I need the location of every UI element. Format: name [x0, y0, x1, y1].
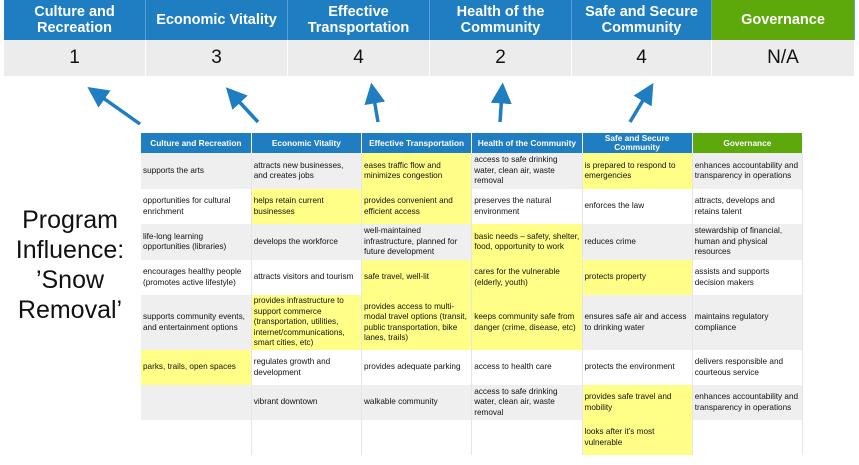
header-health: Health of the Community [430, 0, 572, 40]
table-cell: maintains regulatory compliance [692, 295, 804, 350]
header-economic: Economic Vitality [146, 0, 288, 40]
table-row: supports the arts attracts new businesses… [141, 153, 804, 189]
header-transportation: Effective Transportation [288, 0, 430, 40]
table-cell: reduces crime [582, 224, 693, 260]
table-cell: provides convenient and efficient access [361, 189, 473, 224]
table-cell: helps retain current businesses [251, 189, 363, 224]
table-cell: safe travel, well-lit [361, 260, 473, 295]
table-cell: attracts, develops and retains talent [692, 189, 804, 224]
table-cell: eases traffic flow and minimizes congest… [361, 153, 473, 189]
score-culture: 1 [4, 40, 146, 76]
table-cell: preserves the natural environment [471, 189, 583, 224]
score-economic: 3 [146, 40, 288, 76]
score-safe: 4 [572, 40, 712, 76]
arrow-transportation [364, 82, 386, 123]
label-line: ’Snow [35, 266, 105, 294]
table-cell: ensures safe air and access to drinking … [582, 295, 693, 350]
table-row: opportunities for cultural enrichment hel… [141, 189, 804, 224]
label-line: Influence: [15, 236, 125, 264]
table-row: looks after it’s most vulnerable [141, 420, 804, 455]
table-cell: enforces the law [582, 189, 693, 224]
table-cell: delivers responsible and courteous servi… [692, 350, 804, 385]
program-influence-label: Program Influence: ’Snow Removal’ [4, 205, 136, 325]
score-governance: N/A [712, 40, 855, 76]
table-header: Culture and Recreation [141, 133, 252, 153]
score-transportation: 4 [288, 40, 430, 76]
table-cell: protects the environment [582, 350, 693, 385]
arrow-health [490, 82, 512, 123]
table-row: vibrant downtown walkable community access… [141, 385, 804, 420]
table-cell [471, 420, 583, 455]
table-cell [361, 420, 473, 455]
table-cell: regulates growth and development [251, 350, 363, 385]
table-cell: basic needs – safety, shelter, food, opp… [471, 224, 583, 260]
table-cell: attracts new businesses, and creates job… [251, 153, 363, 189]
table-row: supports community events, and entertain… [141, 295, 804, 350]
table-cell: vibrant downtown [251, 385, 363, 420]
table-header: Economic Vitality [251, 133, 363, 153]
table-cell: walkable community [361, 385, 473, 420]
influence-table: Culture and Recreation Economic Vitality E… [141, 133, 804, 455]
arrows [87, 82, 654, 126]
table-header: Effective Transportation [361, 133, 473, 153]
table-cell: well-maintained infrastructure, planned … [361, 224, 473, 260]
table-cell: supports community events, and entertain… [141, 295, 252, 350]
table-cell: attracts visitors and tourism [251, 260, 363, 295]
table-cell: assists and supports decision makers [692, 260, 804, 295]
arrow-safe [628, 82, 654, 123]
table-cell: opportunities for cultural enrichment [141, 189, 252, 224]
table-cell: provides access to multi-modal travel op… [361, 295, 473, 350]
score-health: 2 [430, 40, 572, 76]
table-cell: protects property [582, 260, 693, 295]
table-cell: life-long learning opportunities (librar… [141, 224, 252, 260]
table-cell: enhances accountability and transparency… [692, 153, 804, 189]
table-cell: keeps community safe from danger (crime,… [471, 295, 583, 350]
table-cell [692, 420, 804, 455]
table-cell: is prepared to respond to emergencies [582, 153, 693, 189]
table-cell: access to safe drinking water, clean air… [471, 385, 583, 420]
table-header: Governance [692, 133, 804, 153]
table-row: life-long learning opportunities (librar… [141, 224, 804, 260]
arrow-economic [225, 87, 260, 124]
table-cell [141, 385, 252, 420]
table-cell: provides adequate parking [361, 350, 473, 385]
table-cell: access to safe drinking water, clean air… [471, 153, 583, 189]
table-cell: encourages healthy people (promotes acti… [141, 260, 252, 295]
table-cell: enhances accountability and transparency… [692, 385, 804, 420]
header-culture: Culture and Recreation [4, 0, 146, 40]
table-cell: looks after it’s most vulnerable [582, 420, 693, 455]
label-line: Program [22, 206, 118, 234]
table-cell: provides safe travel and mobility [582, 385, 693, 420]
table-header: Health of the Community [471, 133, 583, 153]
table-cell: provides infrastructure to support comme… [251, 295, 363, 350]
table-cell [141, 420, 252, 455]
table-row: encourages healthy people (promotes acti… [141, 260, 804, 295]
table-cell [251, 420, 363, 455]
table-row: parks, trails, open spaces regulates grow… [141, 350, 804, 385]
table-cell: cares for the vulnerable (elderly, youth… [471, 260, 583, 295]
table-cell: stewardship of financial, human and phys… [692, 224, 804, 260]
table-cell: parks, trails, open spaces [141, 350, 252, 385]
arrow-culture [87, 86, 142, 126]
table-cell: access to health care [471, 350, 583, 385]
table-cell: develops the workforce [251, 224, 363, 260]
header-safe: Safe and Secure Community [572, 0, 712, 40]
header-governance: Governance [712, 0, 855, 40]
table-cell: supports the arts [141, 153, 252, 189]
score-header: Culture and Recreation Economic Vitality… [4, 0, 855, 76]
table-header: Safe and Secure Community [582, 133, 693, 153]
label-line: Removal’ [17, 296, 123, 324]
